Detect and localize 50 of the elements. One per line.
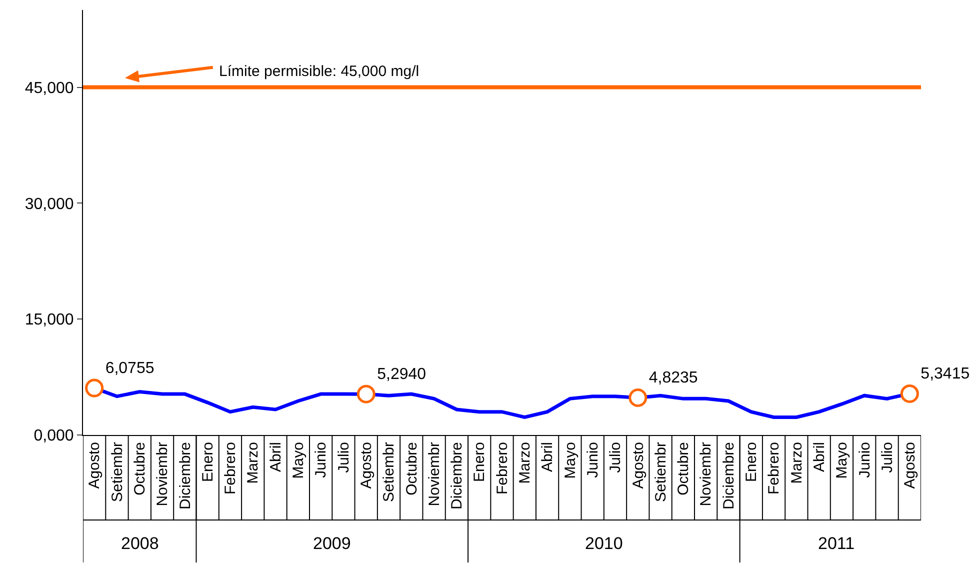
- data-label: 4,8235: [648, 370, 698, 387]
- ref-line-label: Límite permisible: 45,000 mg/l: [219, 63, 420, 80]
- x-tick-label: Julio: [607, 442, 624, 473]
- x-tick-label: Abril: [267, 442, 284, 472]
- x-tick-label: Noviembr: [698, 442, 715, 506]
- x-tick-label: Noviembr: [426, 442, 443, 506]
- y-tick-label: 30,000: [24, 196, 74, 213]
- x-tick-label: Febrero: [494, 442, 511, 495]
- x-tick-label: Setiembr: [108, 442, 126, 502]
- x-tick-label: Mayo: [290, 442, 308, 479]
- x-tick-label: Junio: [584, 442, 602, 478]
- y-tick-label: 45,000: [24, 80, 74, 97]
- x-tick-label: Mayo: [834, 442, 851, 479]
- x-tick-label: Junio: [312, 442, 330, 478]
- y-tick-label: 0,000: [34, 428, 74, 445]
- x-tick-label: Agosto: [86, 442, 104, 489]
- x-tick-label: Agosto: [630, 442, 647, 489]
- x-tick-label: Octubre: [403, 442, 420, 496]
- data-label: 5,2940: [377, 366, 426, 384]
- text: 2011: [818, 534, 855, 553]
- text: 2008: [121, 534, 159, 553]
- data-label: 6,0755: [105, 360, 154, 378]
- data-label: 5,3415: [920, 366, 970, 383]
- x-tick-label: Diciembre: [176, 442, 194, 510]
- x-tick-label: Abril: [810, 442, 828, 472]
- x-tick-label: Setiembr: [652, 442, 670, 502]
- x-tick-label: Agosto: [358, 442, 375, 489]
- x-tick-label: Marzo: [516, 442, 534, 484]
- x-tick-label: Enero: [743, 442, 760, 482]
- x-tick-label: Julio: [878, 442, 896, 473]
- text: 2010: [585, 534, 623, 553]
- x-tick-label: Agosto: [902, 442, 919, 489]
- x-tick-label: Junio: [856, 442, 874, 478]
- y-tick-label: 15,000: [24, 312, 74, 329]
- x-tick-label: Marzo: [788, 442, 806, 484]
- x-tick-label: Octubre: [131, 442, 148, 496]
- x-tick-label: Julio: [335, 442, 352, 473]
- x-tick-label: Diciembre: [448, 442, 466, 510]
- x-tick-label: Mayo: [562, 442, 579, 479]
- x-tick-label: Enero: [471, 442, 488, 482]
- text: 2009: [313, 534, 351, 553]
- x-tick-label: Marzo: [244, 442, 262, 484]
- x-tick-label: Abril: [539, 442, 556, 472]
- x-tick-label: Febrero: [766, 442, 783, 495]
- x-tick-label: Enero: [199, 442, 216, 482]
- x-tick-label: Setiembr: [380, 442, 398, 502]
- x-tick-label: Noviembr: [154, 442, 172, 506]
- x-tick-label: Febrero: [222, 442, 240, 495]
- x-tick-label: Octubre: [675, 442, 692, 496]
- x-tick-label: Diciembre: [720, 442, 738, 510]
